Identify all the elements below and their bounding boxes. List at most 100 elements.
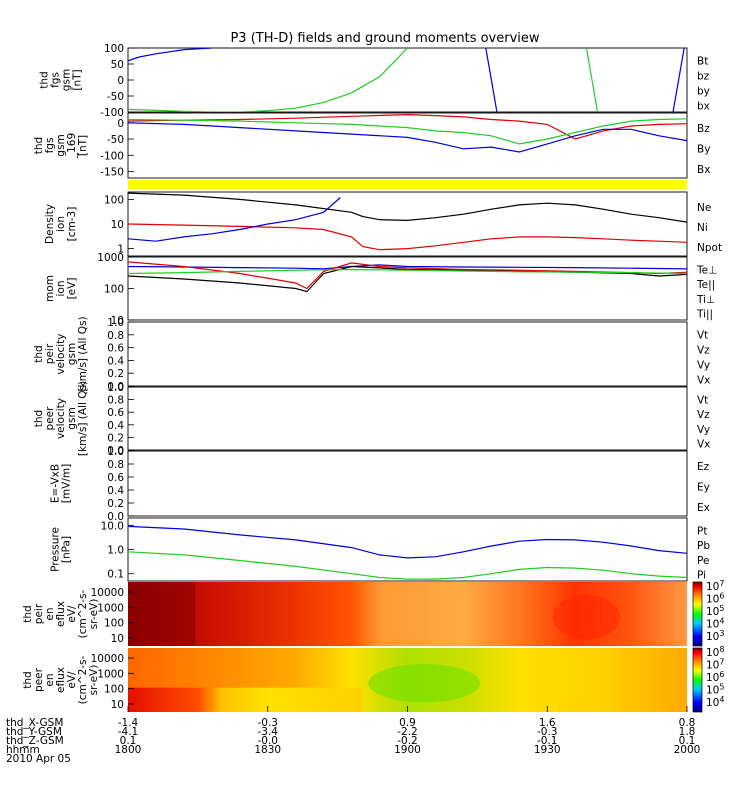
y-tick-label: 1.0 bbox=[107, 446, 124, 458]
y-axis-label: Pressure bbox=[50, 527, 62, 572]
orbit-row-value: 1930 bbox=[534, 744, 561, 756]
y-tick-label: 0.2 bbox=[107, 432, 124, 444]
y-tick-label: 10 bbox=[111, 699, 124, 711]
orbit-row-label: thd_Y-GSM bbox=[6, 726, 62, 738]
y-axis-label: peer bbox=[33, 667, 45, 692]
orbit-row-value: 0.9 bbox=[399, 717, 416, 729]
y-tick-label: 1000 bbox=[97, 602, 124, 614]
ion-spectrogram bbox=[128, 582, 687, 646]
orbit-row-value: -0.2 bbox=[397, 735, 418, 747]
y-tick-label: 0 bbox=[117, 75, 124, 87]
orbit-row-value: -3.4 bbox=[258, 726, 279, 738]
series-by-2 bbox=[585, 48, 599, 112]
series-Ne bbox=[128, 223, 687, 251]
y-axis-label: sr-eV) bbox=[88, 665, 100, 696]
y-tick-label: 0.6 bbox=[107, 407, 124, 419]
y-axis-label: gsm bbox=[61, 69, 73, 91]
y-tick-label: 0.4 bbox=[107, 420, 124, 432]
y-tick-label: -100 bbox=[100, 150, 124, 162]
y-axis-label: ion bbox=[55, 281, 67, 297]
y-axis-label: en bbox=[44, 673, 56, 686]
y-axis-label: [cm-3] bbox=[66, 207, 78, 242]
y-tick-label: 0.2 bbox=[107, 368, 124, 380]
colorbar-tick: 103 bbox=[706, 629, 724, 643]
series-Bx bbox=[128, 122, 687, 153]
series-Bz bbox=[128, 113, 687, 140]
y-axis-label: ion bbox=[55, 216, 67, 232]
y-axis-label: peir bbox=[44, 343, 56, 364]
y-axis-label: thd bbox=[33, 410, 45, 427]
y-axis-label: eV/ bbox=[66, 605, 78, 623]
y-tick-label: 0.2 bbox=[107, 498, 124, 510]
orbit-row-value: 1830 bbox=[254, 744, 281, 756]
legend-Bt: Bt bbox=[697, 56, 708, 68]
legend-bx: bx bbox=[697, 101, 710, 113]
y-tick-label: 100 bbox=[104, 684, 124, 696]
panel-2: 0 -50 -100 -150 Bz By Bx thd fgs gsm _169 [nT] bbox=[33, 112, 710, 179]
colorbar bbox=[692, 647, 703, 713]
date-label: 2010 Apr 05 bbox=[6, 753, 71, 765]
panel-frame bbox=[127, 450, 688, 517]
y-tick-label: 1000 bbox=[97, 668, 124, 680]
series-bx-3 bbox=[672, 48, 685, 112]
y-tick-label: 0.4 bbox=[107, 355, 124, 367]
legend-Ex: Ex bbox=[697, 502, 710, 514]
orbit-row-value: 0.1 bbox=[679, 735, 696, 747]
y-axis-label: (cm^2-s- bbox=[77, 589, 89, 638]
series-Pe bbox=[128, 551, 687, 580]
legend-Bx: Bx bbox=[697, 164, 710, 176]
orbit-row-value: 1800 bbox=[115, 744, 142, 756]
legend-Vt: Vt bbox=[697, 330, 708, 342]
y-axis-label: gsm bbox=[66, 407, 78, 429]
y-tick-label: 100 bbox=[104, 194, 124, 206]
y-tick-label: 1000 bbox=[97, 252, 124, 264]
y-axis-label: sr-eV) bbox=[88, 599, 100, 630]
y-axis-label: E=-VxB bbox=[50, 464, 62, 503]
panel-9: 10.0 1.0 0.1 Pt Pb Pe Pi Pressure [nPa] bbox=[50, 517, 710, 582]
legend-Ey: Ey bbox=[697, 482, 710, 494]
y-axis-label: [km/s] (All Qs) bbox=[77, 381, 89, 456]
y-axis-label: [km/s] (All Qs) bbox=[77, 316, 89, 391]
y-tick-label: 100 bbox=[104, 43, 124, 55]
orbit-row-value: 2000 bbox=[674, 744, 701, 756]
series-Pi bbox=[128, 525, 687, 559]
y-tick-label: 0.8 bbox=[107, 330, 124, 342]
orbit-row-value: -0.0 bbox=[258, 735, 279, 747]
y-tick-label: 0.8 bbox=[107, 395, 124, 407]
orbit-row-label: thd_X-GSM bbox=[6, 717, 63, 729]
y-tick-label: 100 bbox=[104, 618, 124, 630]
legend-Vy: Vy bbox=[697, 424, 710, 436]
y-axis-label: _169 bbox=[66, 133, 78, 159]
y-axis-label: [nPa] bbox=[61, 536, 73, 563]
orbit-row-value: -0.1 bbox=[537, 735, 558, 747]
orbit-row-value: 0.1 bbox=[120, 735, 137, 747]
legend-Bz: Bz bbox=[697, 123, 710, 135]
panel-frame bbox=[127, 112, 688, 179]
y-axis-label: gsm bbox=[55, 134, 67, 156]
orbit-row-label: thd_Z-GSM bbox=[6, 735, 64, 747]
legend-Te⊥: Te⊥ bbox=[696, 264, 717, 276]
y-tick-label: 1.0 bbox=[107, 317, 124, 329]
orbit-row-label: hhmm bbox=[6, 744, 40, 756]
legend-Vy: Vy bbox=[697, 360, 710, 372]
legend-Pt: Pt bbox=[697, 525, 707, 537]
y-tick-label: 0.0 bbox=[107, 445, 124, 457]
y-axis-label: thd bbox=[39, 71, 51, 88]
legend-Pe: Pe bbox=[697, 555, 709, 567]
legend-Vz: Vz bbox=[697, 409, 710, 421]
y-axis-label: velocity bbox=[55, 398, 67, 439]
series-bx-2 bbox=[485, 48, 498, 112]
y-axis-label: [eV] bbox=[66, 278, 78, 300]
colorbar bbox=[692, 581, 703, 647]
orbit-row-value: -2.2 bbox=[397, 726, 418, 738]
y-axis-label: eflux bbox=[55, 667, 67, 693]
orbit-row-value: 1900 bbox=[394, 744, 421, 756]
legend-Ti⊥: Ti⊥ bbox=[696, 294, 715, 306]
y-tick-label: 100 bbox=[104, 284, 124, 296]
panel-5: 1000 100 10 Te⊥ Te|| Ti⊥ Ti|| mom ion [eV] bbox=[44, 252, 717, 327]
y-axis-label: eV/ bbox=[66, 671, 78, 689]
